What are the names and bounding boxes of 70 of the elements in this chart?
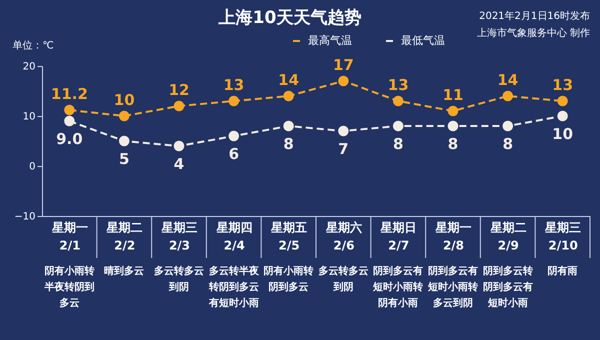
y-tick-label: −10: [14, 212, 36, 222]
y-axis-title: 单位：℃: [12, 40, 54, 52]
data-label: 8: [448, 135, 458, 153]
text: 阴有小雨转阴到多云: [264, 265, 314, 293]
data-label: 7: [338, 140, 349, 158]
point: [502, 90, 514, 102]
x-tick-label: 星期日 2/7: [380, 220, 417, 252]
point: [502, 120, 514, 132]
y-tick-label: 0: [29, 162, 36, 172]
text: 多云转半夜转阴到多云有短时小雨: [208, 265, 260, 309]
data-label: 14: [278, 71, 300, 89]
text: 多云转多云到阴: [318, 265, 368, 293]
point: [557, 96, 568, 106]
data-label: 14: [497, 71, 518, 89]
legend-label: 最低气温: [401, 34, 445, 47]
x-tick-label: 星期一 2/1: [50, 220, 88, 252]
data-label: 6: [228, 145, 240, 163]
data-label: 8: [502, 135, 514, 153]
x-tick-label: 星期六 2/6: [324, 220, 362, 252]
point: [118, 136, 130, 146]
data-label: 8: [283, 135, 294, 153]
point: [283, 120, 294, 132]
data-label: 9.0: [56, 130, 83, 148]
point: [228, 96, 240, 106]
x-tick-label: 星期五 2/5: [270, 220, 308, 252]
point: [392, 96, 404, 106]
text: 多云转多云到阴: [154, 265, 204, 293]
x-tick-label: 星期三 2/10: [544, 220, 582, 252]
data-label: 11.2: [50, 85, 88, 103]
x-tick-label: 星期三 2/3: [160, 220, 198, 252]
data-label: 4: [174, 155, 184, 173]
x-tick-label: 星期一 2/8: [434, 220, 472, 252]
text: 阴有小雨转半夜转阴到多云: [43, 265, 94, 309]
point: [64, 116, 75, 126]
x-tick-label: 星期二 2/2: [106, 220, 143, 252]
y-tick-label: 10: [22, 112, 36, 122]
point: [64, 104, 75, 116]
point: [118, 110, 130, 122]
legend-label: 最高气温: [308, 34, 352, 47]
data-label: 8: [392, 135, 404, 153]
text: 上海市气象服务中心 制作: [476, 27, 590, 39]
chart-title: 上海10天天气趋势: [218, 8, 362, 28]
text: 阴到多云有短时小雨转阴有小雨: [372, 265, 424, 309]
data-label: 17: [332, 56, 354, 74]
point: [338, 76, 349, 86]
point: [228, 130, 240, 142]
text: 2021年2月1日16时发布: [479, 10, 590, 22]
data-label: 13: [223, 76, 244, 94]
text: 阴有雨: [548, 265, 578, 277]
point: [392, 120, 404, 132]
data-label: 13: [388, 76, 409, 94]
text: 阴到多云有短时小雨转多云到阴: [427, 265, 478, 309]
point: [557, 110, 568, 122]
data-label: 11: [442, 86, 464, 104]
y-tick-label: 20: [22, 62, 36, 72]
text: 晴到多云: [104, 265, 144, 277]
text: 阴到多云转阴到多云有短时小雨: [482, 265, 533, 309]
data-label: 13: [552, 76, 574, 94]
point: [283, 90, 294, 102]
data-label: 12: [168, 81, 190, 99]
point: [174, 140, 184, 152]
point: [448, 106, 458, 116]
data-label: 5: [118, 150, 130, 168]
x-tick-label: 星期二 2/9: [489, 220, 526, 252]
point: [174, 100, 184, 112]
x-tick-label: 星期四 2/4: [215, 220, 252, 252]
point: [338, 126, 349, 136]
point: [448, 120, 458, 132]
data-label: 10: [114, 91, 135, 109]
data-label: 10: [552, 125, 574, 143]
